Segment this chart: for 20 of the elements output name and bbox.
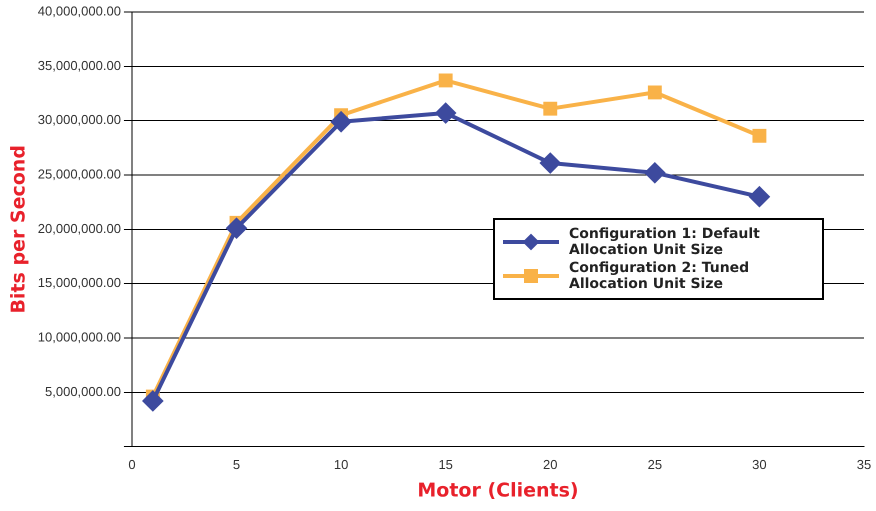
x-tick-label: 15 [438, 456, 453, 472]
y-axis-title: Bits per Second [7, 145, 30, 314]
legend-label: Configuration 2: Tuned Allocation Unit Size [569, 260, 750, 292]
x-tick-label: 20 [543, 456, 558, 472]
x-tick-label: 5 [232, 456, 240, 472]
y-tick-label: 15,000,000.00 [38, 275, 121, 290]
y-tick-label: 30,000,000.00 [38, 112, 121, 128]
x-tick-label: 35 [856, 456, 872, 472]
legend-label: Configuration 1: Default Allocation Unit Size [569, 226, 761, 258]
y-tick-label: 20,000,000.00 [38, 220, 121, 236]
y-tick-label: 25,000,000.00 [38, 166, 121, 182]
x-axis-title: Motor (Clients) [417, 480, 579, 502]
x-tick-label: 25 [648, 456, 662, 472]
y-tick-label: 10,000,000.00 [38, 330, 121, 345]
x-tick-label: 10 [334, 456, 348, 472]
x-tick-label: 0 [128, 456, 136, 472]
y-tick-label: 5,000,000.00 [45, 384, 121, 399]
x-tick-label: 30 [752, 456, 767, 472]
y-tick-label: 35,000,000.00 [38, 58, 121, 73]
y-tick-label: 40,000,000.00 [38, 4, 121, 19]
